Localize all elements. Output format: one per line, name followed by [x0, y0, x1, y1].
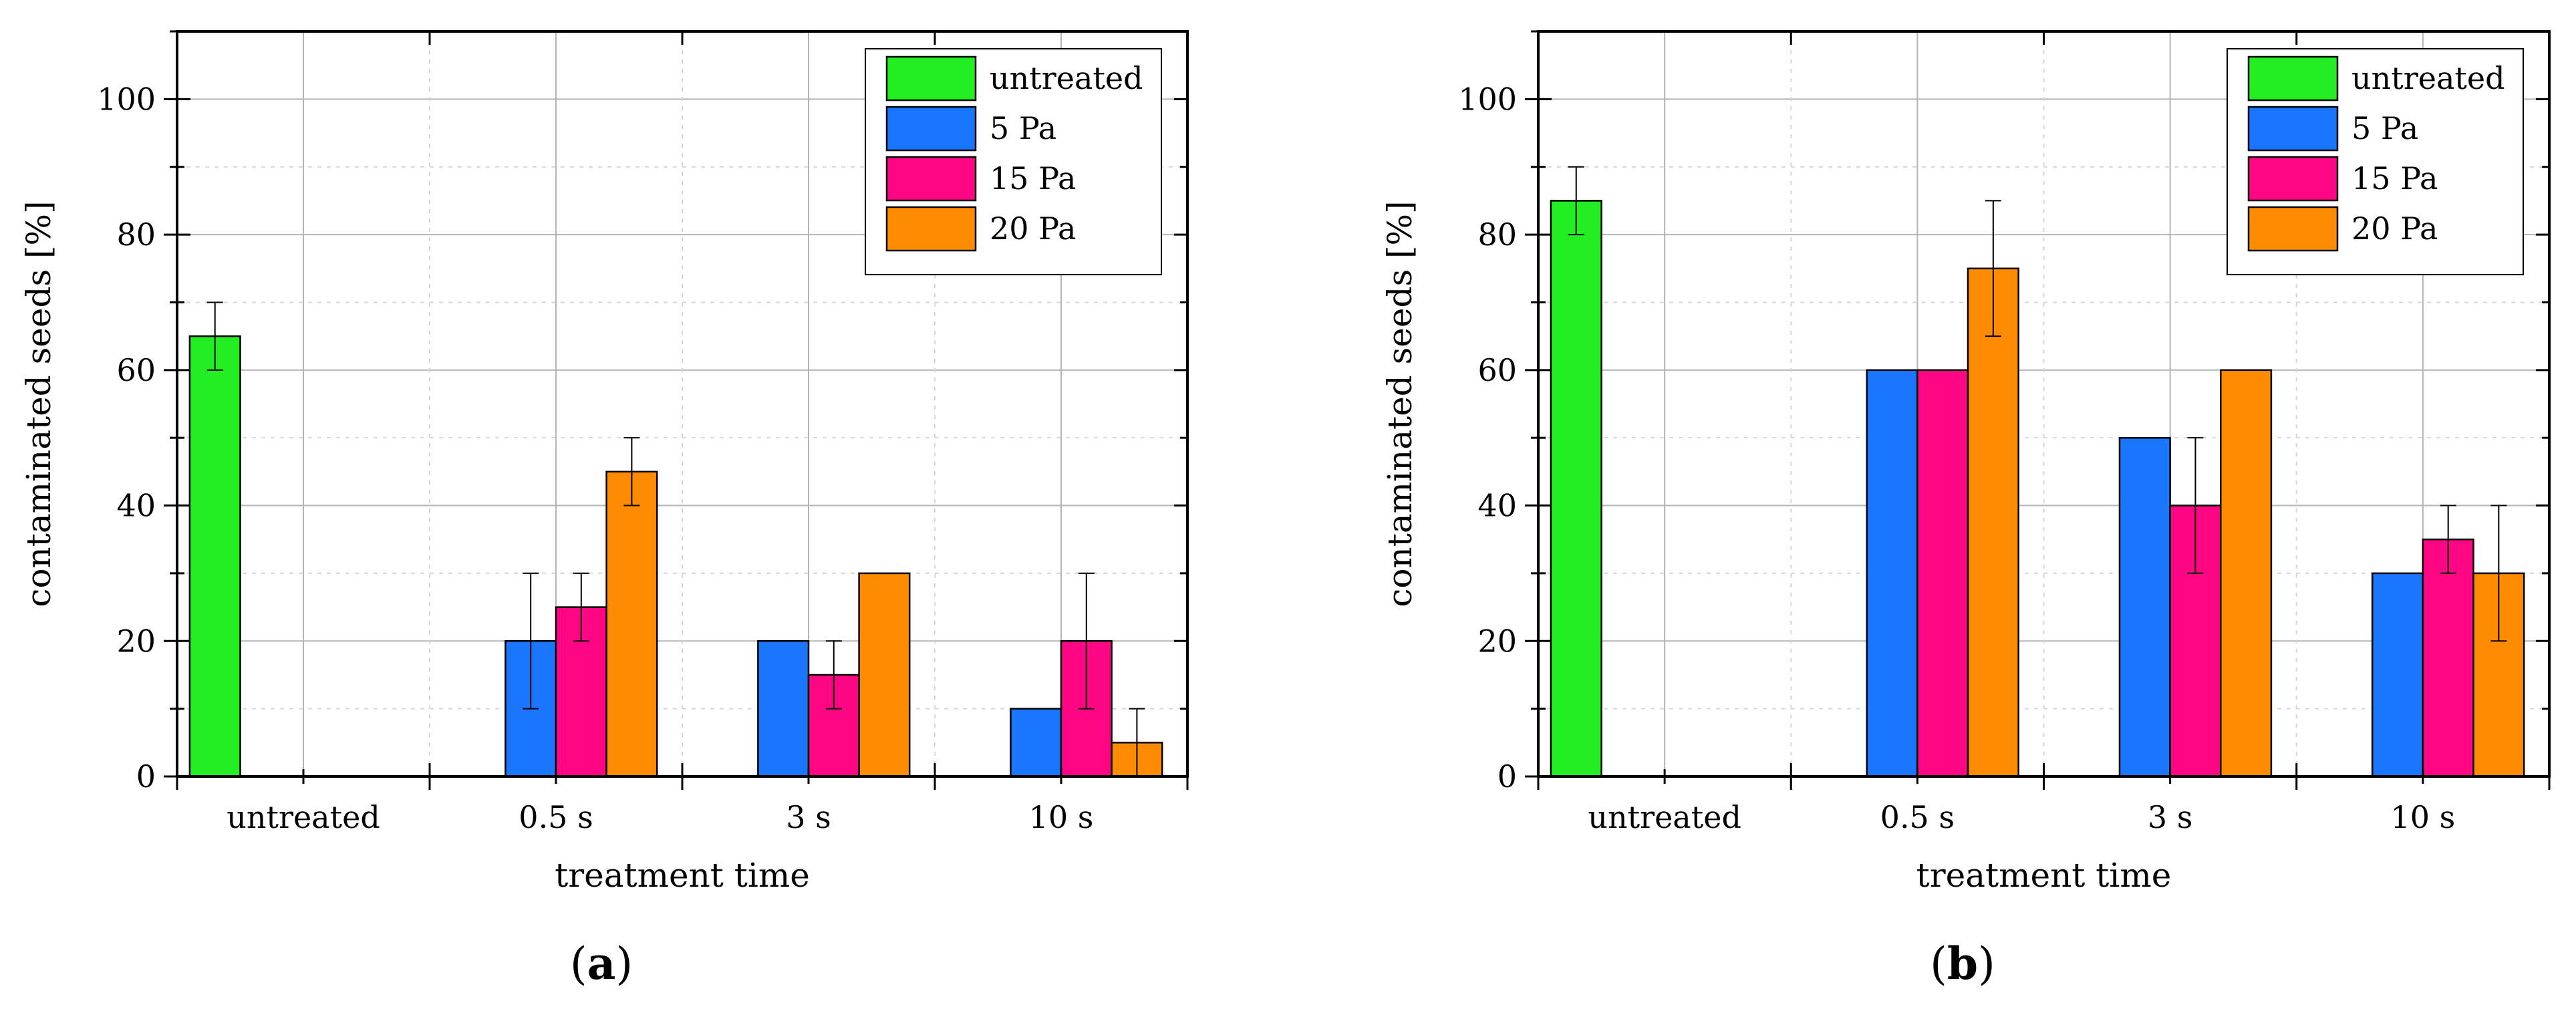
x-tick-label-10-s: 10 s [1029, 799, 1094, 835]
x-tick-label-untreated: untreated [227, 799, 380, 835]
y-axis: 0 20 40 60 80 100 [97, 30, 1187, 794]
legend-label-5-pa: 5 Pa [990, 110, 1056, 146]
legend-label-20-pa: 20 Pa [990, 210, 1076, 247]
x-axis-title: treatment time [1916, 856, 2172, 895]
bar-untreated-untreated [188, 335, 241, 778]
x-axis: untreated 0.5 s 3 s 10 s [1537, 31, 2551, 835]
bar-untreated-untreated [1550, 200, 1602, 778]
bar-5-pa-3-s [757, 640, 810, 778]
legend-swatch-5-pa [885, 106, 977, 152]
y-axis-title: contaminated seeds [%] [19, 200, 58, 607]
x-tick-label-untreated: untreated [1588, 799, 1741, 835]
bar-5-pa-10-s [2371, 572, 2424, 778]
legend-label-20-pa: 20 Pa [2351, 210, 2438, 247]
bar-5-pa-0-5-s [1866, 369, 1918, 778]
legend-label-untreated: untreated [990, 60, 1143, 96]
y-tick-label: 80 [116, 216, 156, 253]
x-tick-label-10-s: 10 s [2390, 799, 2455, 835]
y-tick-label: 60 [116, 352, 156, 388]
y-tick-label: 60 [1477, 352, 1517, 388]
bar-20-pa-0-5-s [1967, 267, 2019, 778]
y-tick-label: 20 [116, 623, 156, 659]
x-axis-title: treatment time [555, 856, 810, 895]
y-tick-label: 40 [1477, 488, 1517, 524]
x-tick-label-0-5-s: 0.5 s [519, 799, 593, 835]
x-axis: untreated 0.5 s 3 s 10 s [176, 31, 1189, 835]
y-axis-title: contaminated seeds [%] [1381, 200, 1419, 607]
panel-label-b: (b) [1930, 937, 1995, 990]
x-tick-label-0-5-s: 0.5 s [1880, 799, 1955, 835]
y-tick-label: 40 [116, 488, 156, 524]
legend-label-untreated: untreated [2351, 60, 2505, 96]
panel-label-a: (a) [570, 937, 633, 990]
legend-label-15-pa: 15 Pa [2351, 160, 2438, 196]
x-tick-label-3-s: 3 s [2148, 799, 2193, 835]
chart-panel-a: 0 20 40 60 80 100 untreated 0.5 s 3 s 10 s treatme… [19, 30, 1189, 895]
legend-swatch-20-pa [885, 206, 977, 252]
legend-label-15-pa: 15 Pa [990, 160, 1076, 196]
legend-swatch-untreated [885, 55, 977, 102]
y-tick-label: 0 [136, 758, 156, 794]
legend-swatch-20-pa [2247, 206, 2339, 252]
legend-swatch-15-pa [885, 156, 977, 202]
y-tick-label: 100 [97, 81, 156, 117]
y-tick-label: 80 [1477, 216, 1517, 253]
legend: untreated 5 Pa 15 Pa 20 Pa [2227, 48, 2524, 275]
legend-swatch-15-pa [2247, 156, 2339, 202]
bars [188, 301, 1163, 778]
x-tick-label-3-s: 3 s [786, 799, 831, 835]
legend-label-5-pa: 5 Pa [2351, 110, 2418, 146]
bar-15-pa-0-5-s [1916, 369, 1969, 778]
y-tick-label: 100 [1458, 81, 1517, 117]
y-tick-label: 20 [1477, 623, 1517, 659]
bar-20-pa-3-s [2220, 369, 2273, 778]
legend-swatch-5-pa [2247, 106, 2339, 152]
bars [1550, 166, 2525, 778]
y-axis: 0 20 40 60 80 100 [1458, 30, 2549, 794]
y-tick-label: 0 [1497, 758, 1517, 794]
bar-5-pa-3-s [2118, 436, 2171, 778]
bar-15-pa-10-s [2422, 538, 2474, 778]
bar-20-pa-3-s [858, 572, 911, 778]
bar-5-pa-10-s [1010, 708, 1062, 778]
chart-panel-b: 0 20 40 60 80 100 untreated 0.5 s 3 s 10 s treatme… [1381, 30, 2551, 895]
legend: untreated 5 Pa 15 Pa 20 Pa [865, 48, 1162, 275]
bar-20-pa-0-5-s [605, 470, 658, 778]
legend-swatch-untreated [2247, 55, 2339, 102]
